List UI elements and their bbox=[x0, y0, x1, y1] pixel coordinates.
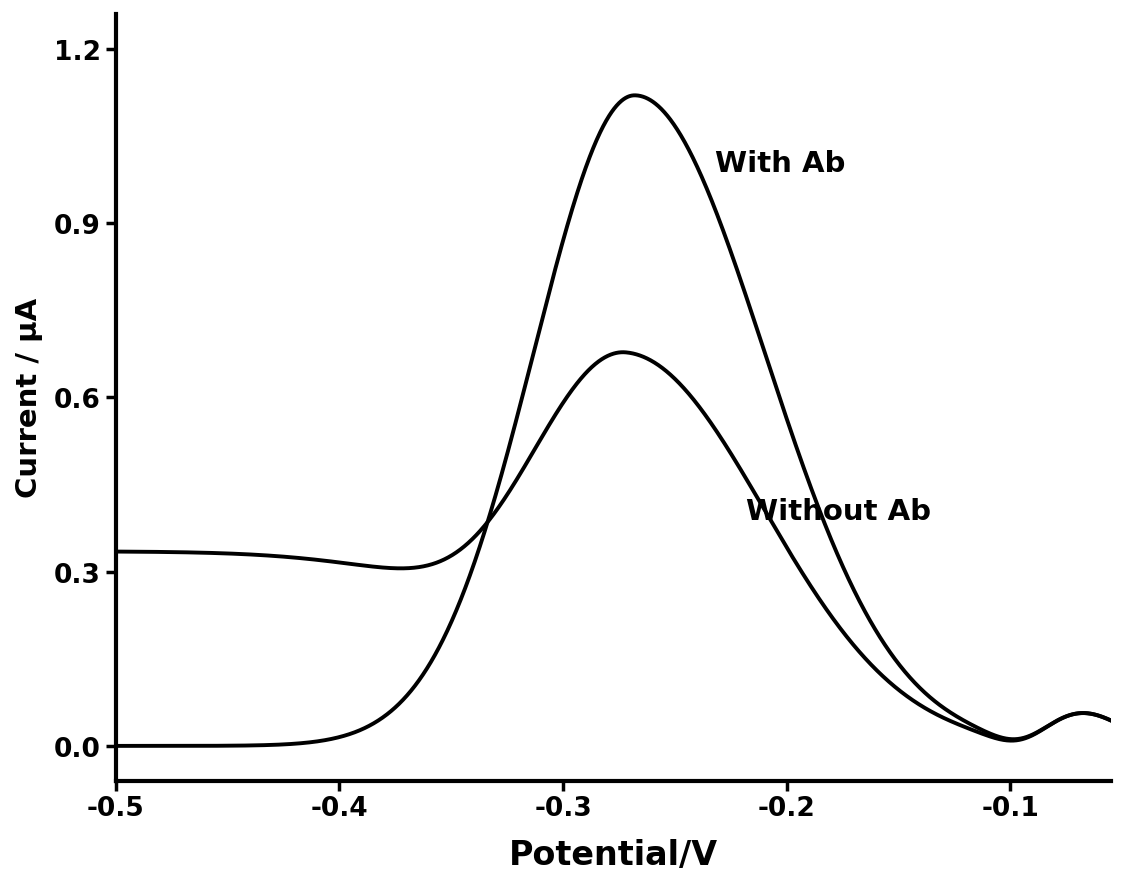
Y-axis label: Current / μA: Current / μA bbox=[15, 298, 43, 498]
X-axis label: Potential/V: Potential/V bbox=[509, 838, 718, 871]
Text: With Ab: With Ab bbox=[715, 150, 846, 177]
Text: Without Ab: Without Ab bbox=[747, 498, 931, 525]
